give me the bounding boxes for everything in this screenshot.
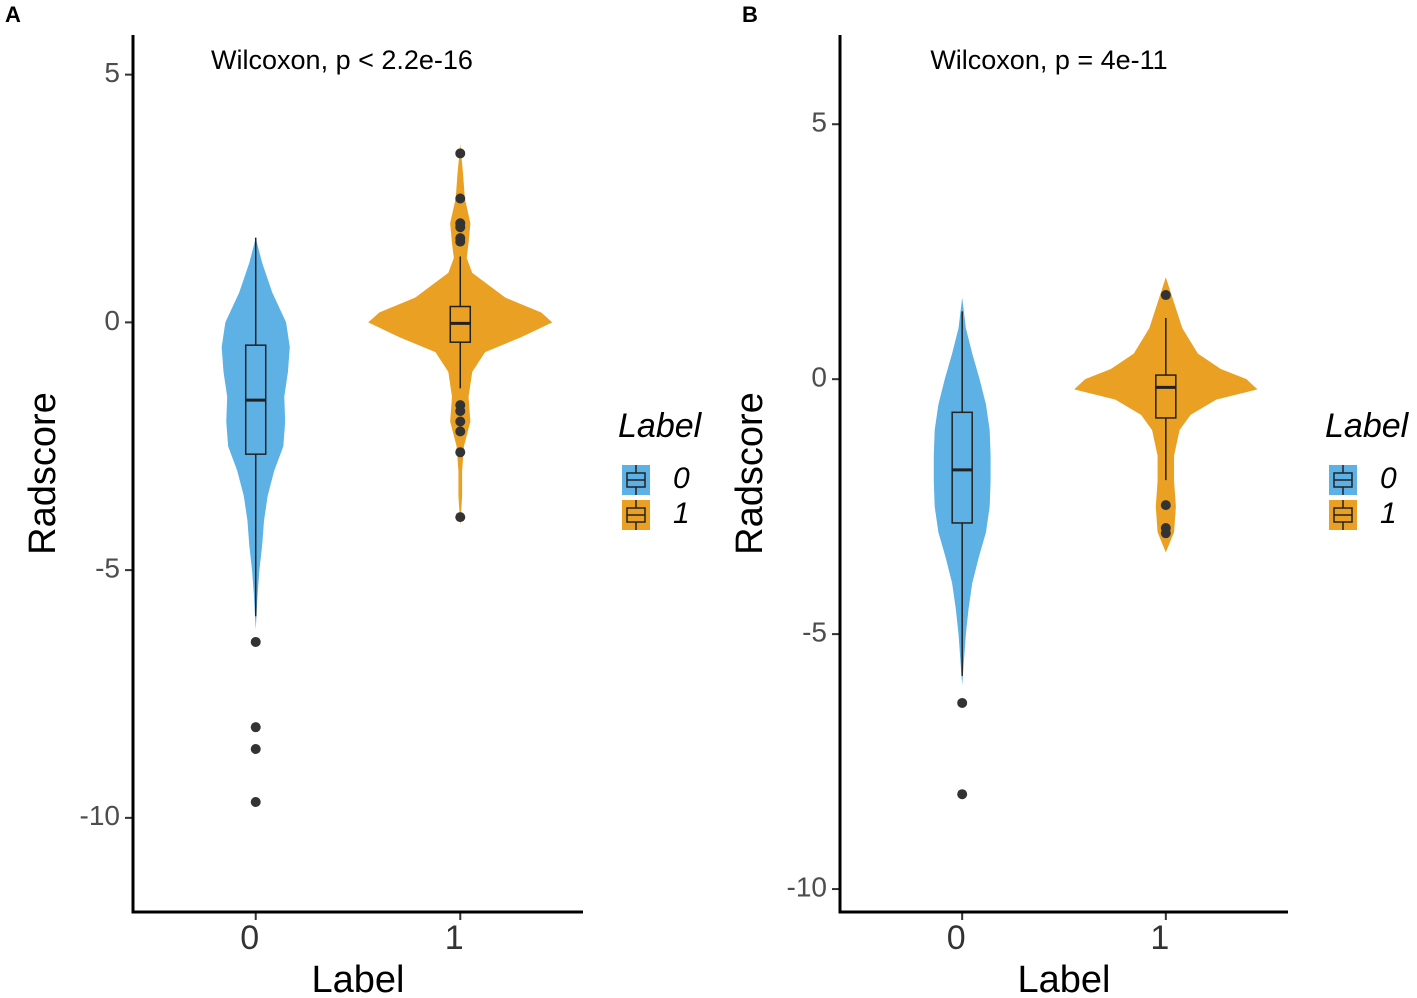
outlier xyxy=(455,447,466,458)
y-tick-label: -10 xyxy=(80,800,120,831)
outlier xyxy=(455,236,466,247)
x-axis-label: Label xyxy=(1018,959,1111,998)
outlier xyxy=(1160,500,1171,511)
outlier xyxy=(957,789,968,800)
outlier xyxy=(250,797,261,808)
legend-title: Label xyxy=(618,407,703,445)
x-axis-label: Label xyxy=(312,959,405,998)
violin xyxy=(1074,277,1258,553)
outlier xyxy=(455,416,466,427)
legend-label: 1 xyxy=(673,497,690,530)
violin xyxy=(368,144,553,526)
legend-label: 0 xyxy=(673,462,690,495)
y-tick-label: 5 xyxy=(811,107,827,138)
outlier xyxy=(455,222,466,233)
box xyxy=(951,411,973,524)
violin xyxy=(221,238,290,630)
y-tick-label: -10 xyxy=(787,871,827,902)
y-axis-label: Radscore xyxy=(729,392,771,555)
legend-label: 1 xyxy=(1380,497,1397,530)
axes xyxy=(131,35,583,914)
outlier xyxy=(1160,528,1171,539)
x-tick-label: 1 xyxy=(1150,919,1169,957)
outlier xyxy=(957,697,968,708)
axes xyxy=(838,35,1288,914)
y-axis-label: Radscore xyxy=(22,392,64,555)
outlier xyxy=(250,722,261,733)
outlier xyxy=(455,193,466,204)
outlier xyxy=(250,743,261,754)
outlier xyxy=(1160,290,1171,301)
panel-tag: A xyxy=(5,2,21,27)
outlier xyxy=(250,636,261,647)
violin xyxy=(933,297,991,686)
annotation: Wilcoxon, p = 4e-11 xyxy=(930,45,1167,75)
x-tick-label: 1 xyxy=(445,919,464,957)
y-tick-label: 5 xyxy=(104,57,120,88)
panel-tag: B xyxy=(742,2,758,27)
legend-label: 0 xyxy=(1380,462,1397,495)
outlier xyxy=(455,148,466,159)
outlier xyxy=(455,426,466,437)
y-tick-label: 0 xyxy=(811,362,827,393)
box xyxy=(1155,374,1177,419)
outlier xyxy=(455,406,466,417)
y-tick-label: -5 xyxy=(95,553,120,584)
x-tick-label: 0 xyxy=(947,919,966,957)
y-tick-label: -5 xyxy=(802,617,827,648)
y-tick-label: 0 xyxy=(104,305,120,336)
annotation: Wilcoxon, p < 2.2e-16 xyxy=(211,45,473,75)
outlier xyxy=(455,512,466,523)
legend-title: Label xyxy=(1325,407,1410,445)
x-tick-label: 0 xyxy=(240,919,259,957)
